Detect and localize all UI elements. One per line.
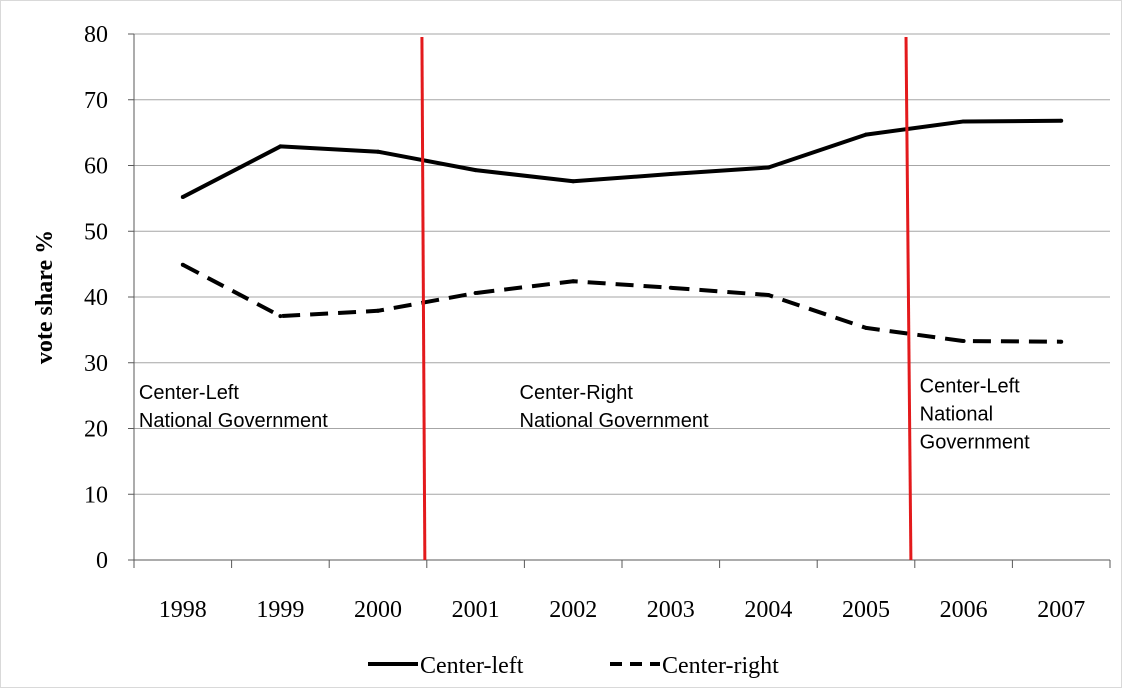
data-point-center-left-2000 (376, 149, 380, 154)
region-annotation-3: Center-Left National Government (920, 375, 1030, 453)
x-tick-label-1999: 1999 (256, 597, 304, 623)
data-point-center-right-1999 (278, 314, 283, 319)
y-tick-label: 30 (84, 351, 108, 377)
data-point-center-left-2001 (473, 168, 478, 173)
legend-label-center-left: Center-left (420, 653, 524, 679)
x-tick-label-2004: 2004 (744, 597, 792, 623)
data-point-center-left-2002 (571, 179, 576, 184)
data-point-center-left-1999 (278, 144, 283, 149)
region-annotation-line: Center-Left (920, 375, 1020, 397)
data-point-center-left-2005 (864, 132, 868, 137)
government-change-line-2 (904, 36, 913, 561)
data-point-center-right-2007 (1059, 339, 1064, 344)
data-point-center-right-2003 (668, 285, 673, 290)
y-tick-label: 40 (84, 285, 108, 311)
x-tick-label-2006: 2006 (940, 597, 988, 623)
series-line-center-right (181, 263, 1062, 344)
data-point-center-right-2002 (571, 279, 576, 284)
data-point-center-right-2004 (766, 293, 771, 298)
data-point-center-right-2006 (961, 339, 966, 344)
data-point-center-left-2003 (668, 172, 673, 177)
data-point-center-left-2004 (766, 165, 771, 170)
x-tick-labels: 1998 1999 2000 2001 2002 2003 2004 2005 2006 2007 (159, 597, 1085, 623)
region-annotation-line: National (920, 403, 993, 425)
legend: Center-left Center-right (368, 653, 779, 679)
y-tick-label: 70 (84, 88, 108, 114)
series-line-center-left (181, 118, 1062, 199)
x-tick-label-2005: 2005 (842, 597, 890, 623)
region-annotation-line: National Government (520, 410, 709, 432)
data-point-center-left-1998 (180, 195, 185, 200)
region-annotation-line: Government (920, 431, 1030, 453)
y-tick-label: 60 (84, 154, 108, 180)
government-change-lines (420, 36, 913, 561)
x-tick-label-2001: 2001 (452, 597, 500, 623)
region-annotation-line: Center-Right (520, 382, 634, 404)
y-tick-label: 20 (84, 417, 108, 443)
y-tick-label: 10 (84, 482, 108, 508)
data-point-center-right-2001 (473, 291, 478, 296)
axes (128, 33, 1111, 568)
region-annotations: Center-Left National GovernmentCenter-Rig… (139, 375, 1030, 453)
x-tick-label-2007: 2007 (1037, 597, 1085, 623)
y-axis-title: vote share % (32, 230, 58, 364)
data-point-center-right-1998 (180, 262, 185, 267)
data-point-center-left-2006 (961, 119, 966, 124)
gridlines (134, 33, 1110, 495)
region-annotation-1: Center-Left National Government (139, 382, 328, 432)
government-change-line-1 (420, 36, 427, 561)
data-point-center-left-2007 (1059, 118, 1064, 123)
x-tick-label-2002: 2002 (549, 597, 597, 623)
y-tick-label: 0 (96, 548, 108, 574)
y-tick-labels: 0 10 20 30 40 50 60 70 80 (84, 22, 108, 574)
x-tick-label-2003: 2003 (647, 597, 695, 623)
x-tick-label-1998: 1998 (159, 597, 207, 623)
x-tick-label-2000: 2000 (354, 597, 402, 623)
region-annotation-2: Center-Right National Government (520, 382, 709, 432)
data-point-center-right-2005 (864, 325, 868, 330)
region-annotation-line: National Government (139, 410, 328, 432)
y-tick-label: 80 (84, 22, 108, 48)
series-lines (180, 118, 1064, 344)
y-tick-label: 50 (84, 219, 108, 245)
data-point-center-right-2000 (376, 308, 380, 313)
legend-label-center-right: Center-right (662, 653, 779, 679)
region-annotation-line: Center-Left (139, 382, 239, 404)
